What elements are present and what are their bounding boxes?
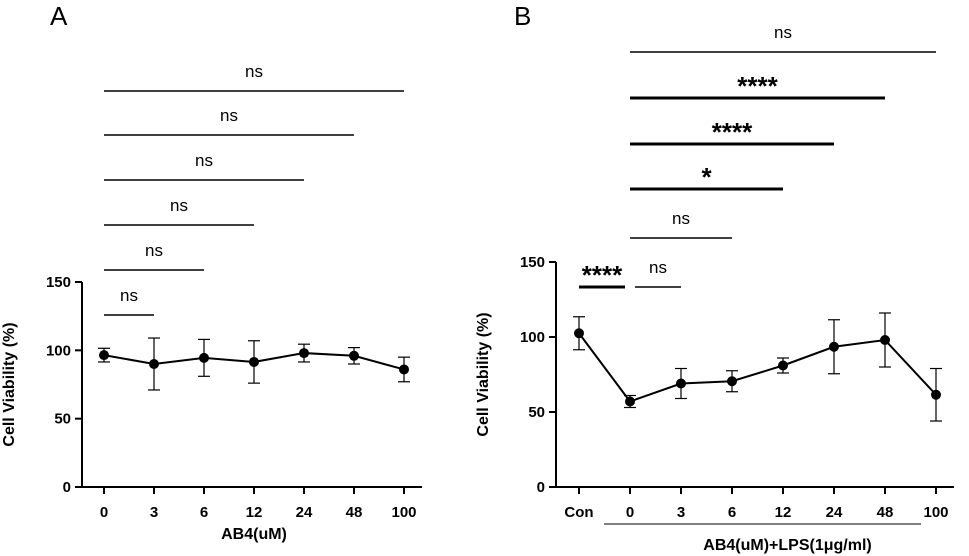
data-point [399,364,409,375]
significance-label: ns [195,151,213,170]
significance-label: **** [712,117,753,147]
x-tick-label: 0 [100,504,108,521]
data-point [349,350,359,361]
x-tick-label: 3 [150,504,158,521]
data-point [625,396,635,407]
y-tick-label: 150 [46,274,71,291]
series-line [578,332,937,403]
x-tick-label: 6 [200,504,208,521]
y-tick-label: 0 [63,479,71,496]
data-point [676,378,686,389]
significance-label: **** [582,260,623,290]
y-axis-title: Cell Viability (%) [1,322,18,446]
x-tick-label: 0 [626,504,634,521]
data-point [249,356,259,367]
data-point [574,328,584,339]
panel-a-chart: 0 50 100 150 0 3 6 12 24 48 100 Cell Viability (%) A… [1,62,422,543]
data-point [299,348,309,359]
significance-label: ns [170,196,188,215]
significance-label: ns [774,23,792,42]
significance-label: ns [145,241,163,260]
panel-b-chart: 0 50 100 150 Con 0 3 6 12 24 48 100 Cell Viability (… [475,23,954,554]
data-point [199,352,209,363]
significance-label: * [701,162,712,192]
data-point [778,360,788,371]
y-tick-label: 0 [537,479,545,496]
x-axis-title: AB4(uM)+LPS(1μg/ml) [703,537,871,554]
significance-label: **** [737,71,778,101]
x-tick-label: 3 [677,504,685,521]
y-tick-label: 50 [528,404,545,421]
data-point [829,341,839,352]
y-tick-label: 150 [520,254,545,271]
x-tick-label: 48 [877,504,894,521]
x-tick-label: 24 [296,504,313,521]
significance-label: ns [245,62,263,81]
x-tick-label: 12 [775,504,792,521]
y-axis-title: Cell Viability (%) [475,312,492,436]
x-tick-label: 100 [923,504,948,521]
x-tick-label: Con [564,504,593,521]
significance-label: ns [220,106,238,125]
panel-b-label: B [514,1,531,31]
significance-label: ns [649,258,667,277]
data-point [149,359,159,369]
y-tick-label: 100 [46,342,71,359]
significance-label: ns [672,209,690,228]
x-tick-label: 100 [391,504,416,521]
data-point [727,376,737,387]
panel-a-label: A [50,1,68,31]
x-tick-label: 6 [728,504,736,521]
x-tick-label: 24 [826,504,843,521]
data-point [931,389,941,400]
y-tick-label: 100 [520,329,545,346]
x-tick-label: 48 [346,504,363,521]
x-tick-label: 12 [246,504,263,521]
data-point [99,350,109,361]
y-tick-label: 50 [54,411,71,428]
significance-label: ns [120,286,138,305]
x-axis-title: AB4(uM) [221,526,287,543]
data-point [880,335,890,345]
